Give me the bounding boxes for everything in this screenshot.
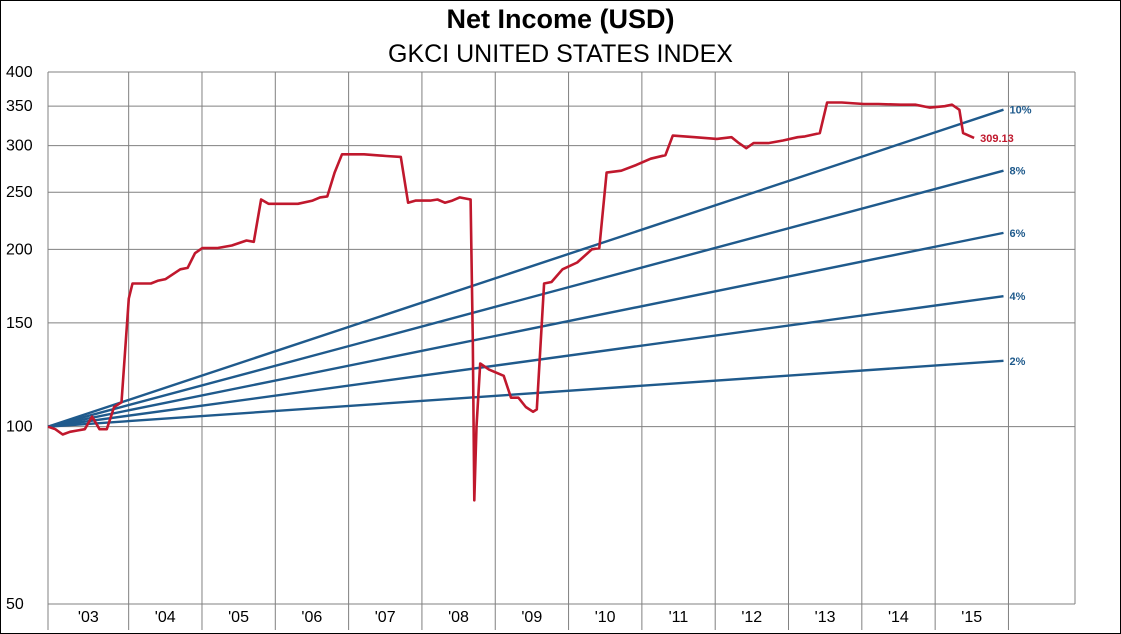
- x-tick-label: '03: [78, 609, 99, 626]
- growth-line-8pct: [47, 169, 1004, 428]
- y-tick-label: 300: [6, 138, 33, 155]
- y-tick-label: 50: [6, 596, 24, 613]
- growth-line-label: 2%: [1010, 356, 1026, 368]
- growth-line-6pct: [47, 231, 1004, 428]
- growth-line-label: 6%: [1010, 228, 1026, 240]
- x-tick-label: '12: [741, 609, 762, 626]
- x-tick-label: '11: [669, 609, 689, 626]
- x-tick-label: '15: [961, 609, 982, 626]
- x-tick-label: '07: [375, 609, 396, 626]
- y-tick-label: 400: [6, 64, 33, 81]
- growth-line-10pct: [47, 108, 1004, 428]
- y-tick-label: 100: [6, 419, 33, 436]
- growth-line-2pct: [47, 359, 1004, 428]
- growth-line-label: 8%: [1010, 166, 1026, 178]
- y-tick-label: 350: [6, 98, 33, 115]
- x-tick-label: '13: [815, 609, 836, 626]
- growth-line-4pct: [47, 295, 1004, 428]
- x-tick-label: '10: [595, 609, 616, 626]
- growth-line-label: 10%: [1010, 105, 1032, 117]
- index-line: [47, 101, 975, 502]
- growth-line-label: 4%: [1010, 291, 1026, 303]
- chart-subtitle: GKCI UNITED STATES INDEX: [388, 40, 733, 68]
- y-tick-label: 250: [6, 184, 33, 201]
- y-tick-label: 150: [6, 315, 33, 332]
- y-tick-label: 200: [6, 241, 33, 258]
- x-tick-label: '14: [888, 609, 909, 626]
- chart-title: Net Income (USD): [446, 4, 675, 34]
- index-end-label: 309.13: [980, 133, 1014, 145]
- x-tick-label: '04: [155, 609, 176, 626]
- x-tick-label: '05: [228, 609, 249, 626]
- x-tick-label: '09: [521, 609, 542, 626]
- x-tick-label: '08: [448, 609, 469, 626]
- x-tick-label: '06: [301, 609, 322, 626]
